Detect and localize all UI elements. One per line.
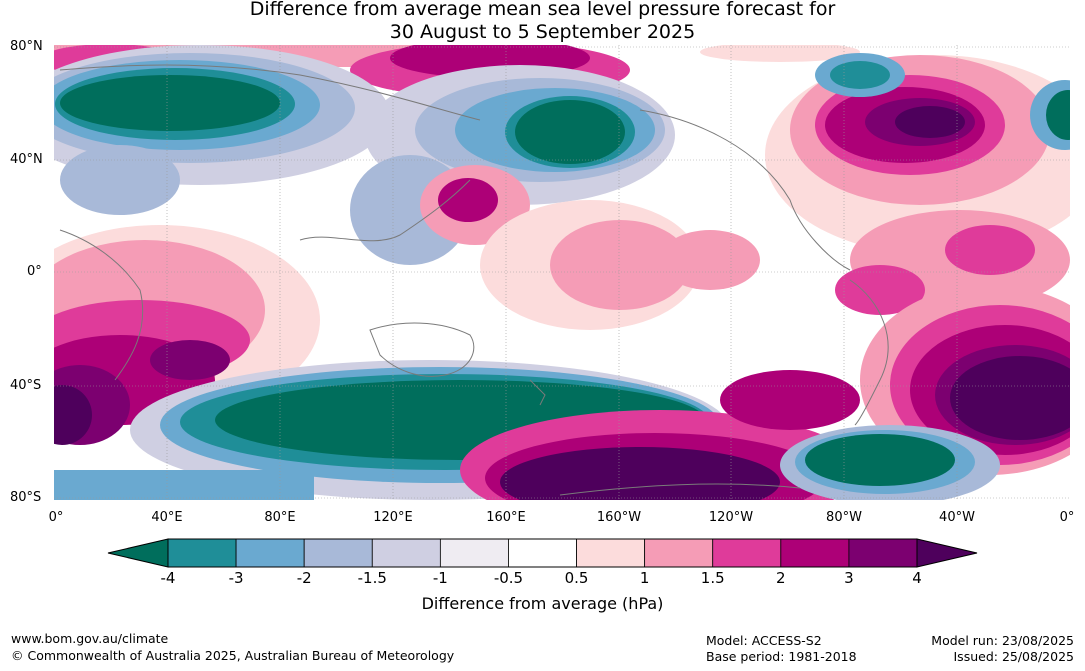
anomaly-high-south-pacific: [460, 370, 860, 500]
lon-label-120w: 120°W: [708, 510, 754, 525]
lon-label-160e: 160°E: [486, 510, 526, 525]
anomaly-low-eurasia: [54, 45, 390, 215]
footer-base-period: Base period: 1981-2018: [706, 649, 857, 664]
graticule: [54, 45, 1070, 500]
anomaly-high-north-atlantic: [765, 53, 1070, 255]
colorbar-tick-label: -1: [432, 569, 448, 587]
lat-label-0: 0°: [27, 264, 42, 279]
footer-issued: Issued: 25/08/2025: [953, 649, 1075, 664]
colorbar-swatch: [235, 538, 305, 568]
anomaly-high-subtropical-north: [420, 165, 760, 330]
colorbar-tick-label: -1.5: [357, 569, 387, 587]
colorbar-swatch: [712, 538, 782, 568]
colorbar-tick-label: -3: [228, 569, 244, 587]
colorbar-tick-label: 0.5: [564, 569, 589, 587]
colorbar-tick-label: -2: [296, 569, 312, 587]
anomaly-low-antarctic: [780, 425, 1000, 500]
footer-model-run: Model run: 23/08/2025: [931, 633, 1074, 648]
colorbar-tick-label: 1: [639, 569, 650, 587]
colorbar-tick-label: 3: [844, 569, 854, 587]
lat-label-80s: 80°S: [10, 490, 42, 505]
coastlines: [59, 64, 889, 496]
colorbar: [107, 538, 978, 568]
lon-label-160w: 160°W: [596, 510, 642, 525]
colorbar-swatch: [371, 538, 441, 568]
colorbar-extend-high: [916, 538, 978, 568]
anomaly-high-south-atlantic: [860, 285, 1070, 475]
lon-label-0: 0°: [48, 510, 64, 525]
lat-label-40n: 40°N: [10, 152, 43, 167]
colorbar-extend-low: [107, 538, 169, 568]
lon-label-80e: 80°E: [264, 510, 296, 525]
footer-copyright: © Commonwealth of Australia 2025, Austra…: [11, 648, 455, 663]
colorbar-swatch: [167, 538, 237, 568]
footer-model: Model: ACCESS-S2: [706, 633, 822, 648]
colorbar-tick-label: 4: [912, 569, 922, 587]
map-title-line-2: 30 August to 5 September 2025: [389, 21, 696, 43]
colorbar-swatch: [303, 538, 373, 568]
colorbar-tick-label: -0.5: [493, 569, 524, 587]
colorbar-swatch: [576, 538, 646, 568]
lon-label-40w: 40°W: [939, 510, 975, 525]
colorbar-tick-label: 2: [776, 569, 786, 587]
colorbar-tick-label: 1.5: [700, 569, 725, 587]
anomaly-high-tropical-atlantic: [835, 210, 1070, 315]
colorbar-swatch: [644, 538, 714, 568]
map-title-line-1: Difference from average mean sea level p…: [249, 0, 836, 20]
anomaly-low-north-pacific: [350, 65, 675, 265]
lon-label-120e: 120°E: [373, 510, 413, 525]
colorbar-swatch: [780, 538, 850, 568]
colorbar-swatch: [508, 538, 577, 568]
colorbar-swatch: [439, 538, 509, 568]
lon-label-0-east: 0°: [1059, 510, 1075, 525]
colorbar-swatch: [848, 538, 918, 568]
footer-website: www.bom.gov.au/climate: [11, 631, 169, 646]
lat-label-40s: 40°S: [10, 378, 42, 393]
lat-label-80n: 80°N: [10, 39, 43, 54]
colorbar-title: Difference from average (hPa): [421, 594, 664, 613]
lon-label-80w: 80°W: [826, 510, 862, 525]
lon-label-40e: 40°E: [151, 510, 183, 525]
colorbar-tick-label: -4: [160, 569, 176, 587]
